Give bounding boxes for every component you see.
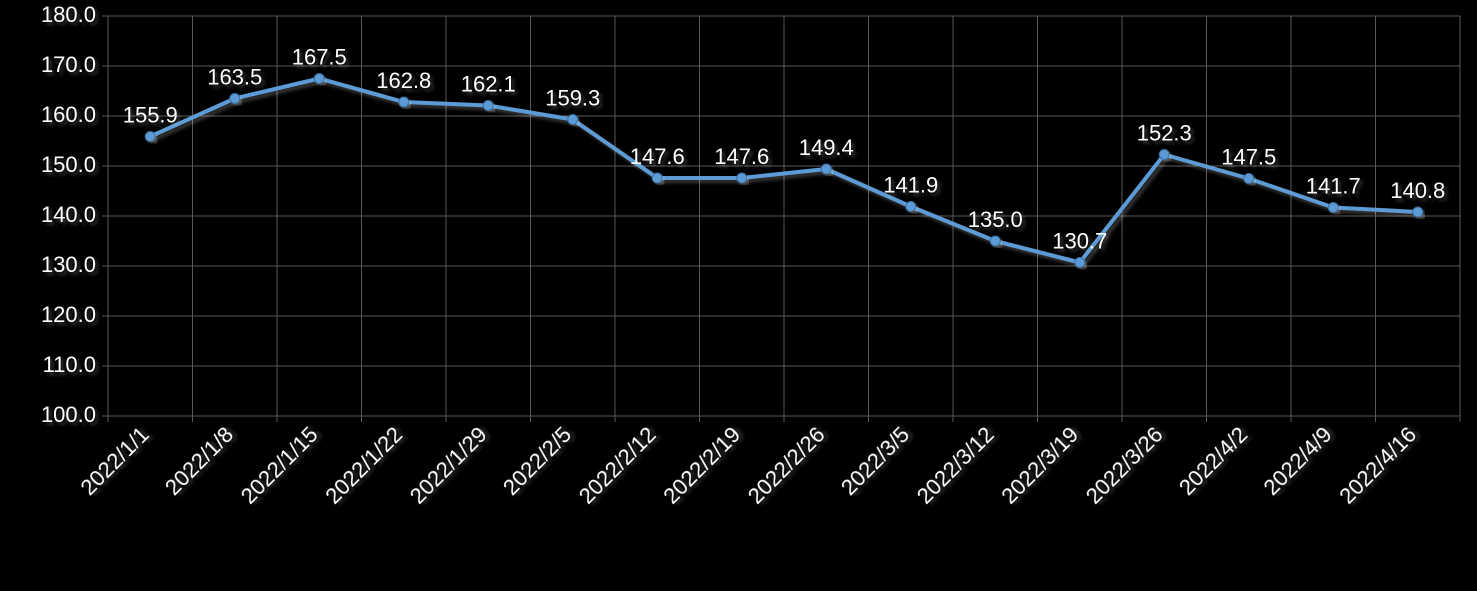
x-axis-tick-label: 2022/2/12 (574, 422, 661, 509)
data-point-marker (906, 202, 916, 212)
data-point-label: 147.6 (630, 144, 685, 169)
data-point-label: 147.6 (714, 144, 769, 169)
data-point-marker (568, 115, 578, 125)
y-axis-tick-label: 160.0 (41, 102, 96, 127)
y-axis-tick-label: 170.0 (41, 52, 96, 77)
data-point-marker (1328, 203, 1338, 213)
x-axis-tick-label: 2022/4/2 (1174, 422, 1252, 500)
x-axis-tick-label: 2022/3/19 (996, 422, 1083, 509)
data-point-marker (737, 173, 747, 183)
data-point-marker (990, 236, 1000, 246)
data-point-label: 163.5 (207, 65, 262, 90)
y-axis-tick-label: 100.0 (41, 402, 96, 427)
x-axis-tick-label: 2022/3/5 (836, 422, 914, 500)
x-axis-tick-label: 2022/4/9 (1259, 422, 1337, 500)
data-point-marker (483, 101, 493, 111)
y-axis-tick-label: 180.0 (41, 2, 96, 27)
y-axis-tick-label: 140.0 (41, 202, 96, 227)
data-point-marker (1159, 150, 1169, 160)
data-point-label: 162.1 (461, 72, 516, 97)
data-point-label: 167.5 (292, 45, 347, 70)
x-axis-tick-label: 2022/1/1 (76, 422, 154, 500)
data-point-label: 135.0 (968, 207, 1023, 232)
x-axis-tick-label: 2022/2/26 (743, 422, 830, 509)
data-point-label: 155.9 (123, 103, 178, 128)
data-point-marker (652, 173, 662, 183)
x-axis-tick-label: 2022/1/22 (320, 422, 407, 509)
x-axis-tick-label: 2022/3/12 (912, 422, 999, 509)
x-axis-tick-label: 2022/3/26 (1081, 422, 1168, 509)
data-point-label: 130.7 (1052, 229, 1107, 254)
y-axis-tick-label: 130.0 (41, 252, 96, 277)
y-axis-tick-label: 110.0 (43, 352, 96, 377)
x-axis-tick-label: 2022/2/5 (498, 422, 576, 500)
data-point-label: 159.3 (545, 86, 600, 111)
data-point-label: 140.8 (1390, 178, 1445, 203)
x-axis-tick-label: 2022/4/16 (1334, 422, 1421, 509)
data-point-marker (1244, 174, 1254, 184)
data-point-label: 141.7 (1306, 174, 1361, 199)
data-point-label: 152.3 (1137, 121, 1192, 146)
x-axis-tick-label: 2022/1/29 (405, 422, 492, 509)
x-axis-tick-label: 2022/1/15 (236, 422, 323, 509)
x-axis-tick-label: 2022/2/19 (658, 422, 745, 509)
data-point-label: 162.8 (376, 68, 431, 93)
data-point-marker (399, 97, 409, 107)
line-chart: 100.0 110.0 120.0 130.0 140.0 150.0 160.0 170.0… (0, 0, 1477, 591)
y-axis-tick-label: 120.0 (41, 302, 96, 327)
data-point-marker (230, 94, 240, 104)
data-point-marker (821, 164, 831, 174)
data-point-marker (314, 74, 324, 84)
data-point-marker (1075, 258, 1085, 268)
data-point-marker (1413, 207, 1423, 217)
data-point-label: 147.5 (1221, 145, 1276, 170)
data-point-marker (145, 132, 155, 142)
y-axis-tick-label: 150.0 (41, 152, 96, 177)
data-point-label: 141.9 (883, 173, 938, 198)
x-axis-tick-label: 2022/1/8 (160, 422, 238, 500)
data-point-label: 149.4 (799, 135, 854, 160)
